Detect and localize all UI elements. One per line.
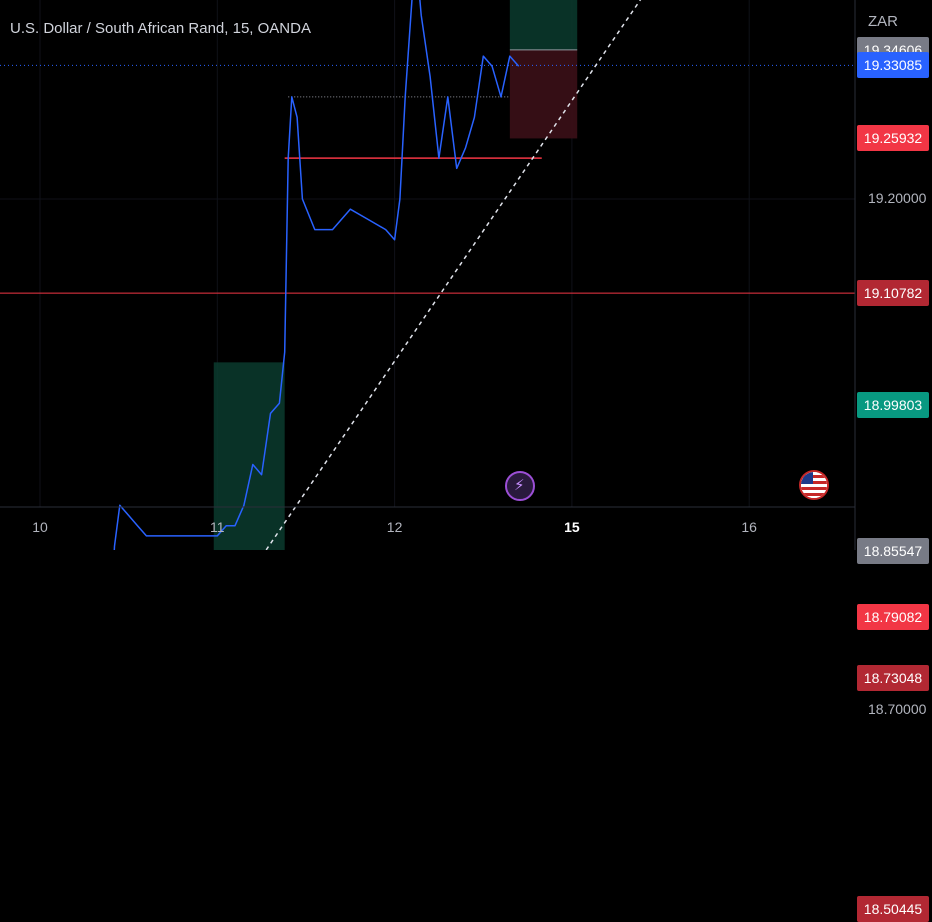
price-label: 19.25932	[857, 125, 929, 152]
time-tick-label: 15	[564, 519, 580, 535]
price-series-line	[113, 0, 520, 550]
price-label: 19.10782	[857, 280, 929, 307]
time-tick-label: 11	[210, 519, 225, 535]
price-label: 18.50445	[857, 896, 929, 922]
price-series	[113, 0, 520, 550]
price-label: 18.99803	[857, 392, 929, 419]
position-target-zone	[509, 0, 578, 50]
chart-title: U.S. Dollar / South African Rand, 15, OA…	[10, 20, 311, 37]
time-tick-label: 10	[32, 519, 48, 535]
trend-line-group	[265, 0, 642, 550]
trend-line	[265, 0, 642, 550]
price-tick-label: 19.20000	[868, 190, 927, 206]
horizontal-levels	[0, 64, 855, 294]
position-stop-zone	[509, 49, 578, 139]
price-label: 18.85547	[857, 537, 929, 564]
time-tick-label: 12	[386, 519, 403, 535]
position-target-zone	[213, 362, 285, 550]
us-flag-icon[interactable]	[799, 470, 829, 500]
currency-label: ZAR	[868, 13, 898, 30]
chart-grid	[0, 0, 855, 507]
price-label: 18.79082	[857, 603, 929, 630]
time-tick-label: 16	[741, 519, 757, 535]
price-chart[interactable]	[0, 0, 932, 550]
price-label: 18.73048	[857, 665, 929, 692]
lightning-icon[interactable]: ⚡	[505, 471, 535, 501]
trade-positions	[213, 0, 578, 550]
price-label: 19.33085	[857, 52, 929, 79]
price-tick-label: 18.70000	[868, 700, 927, 717]
